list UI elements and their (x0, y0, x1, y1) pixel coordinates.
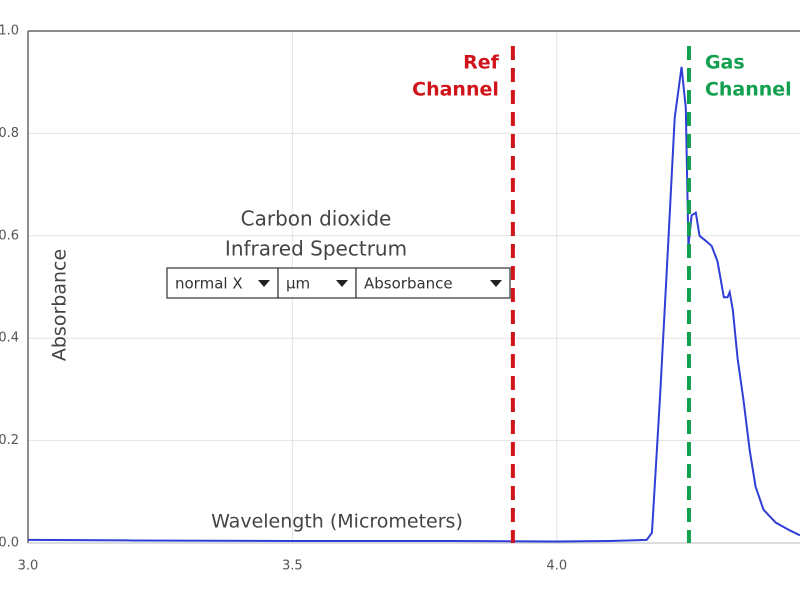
dropdown-label[interactable]: Absorbance (364, 275, 453, 293)
spectrum-line (28, 66, 800, 543)
y-tick-label: 0.4 (0, 331, 19, 346)
series-layer (28, 66, 800, 543)
y-tick-label: 0.6 (0, 228, 19, 243)
grid: 1.0 0.8 0.6 0.4 0.2 0.0 3.0 3.5 4.0 (0, 24, 800, 574)
channel-label: Channel (705, 79, 792, 101)
x-axis-label: Wavelength (Micrometers) (211, 511, 463, 533)
dropdown-label[interactable]: normal X (175, 275, 243, 293)
dropdown-arrow[interactable] (258, 280, 270, 287)
x-tick-label: 3.0 (18, 559, 39, 574)
y-tick-label: 1.0 (0, 24, 19, 39)
y-tick-label: 0.2 (0, 433, 19, 448)
channel-label: Gas (705, 52, 745, 74)
channel-label: Ref (463, 52, 500, 74)
x-tick-label: 3.5 (282, 559, 303, 574)
chart-title: Infrared Spectrum (225, 237, 407, 261)
chart-title: Carbon dioxide (241, 207, 392, 231)
dropdown-box[interactable] (355, 267, 511, 299)
y-tick-label: 0.0 (0, 536, 19, 551)
y-axis-label: Absorbance (49, 249, 71, 361)
dropdown-arrow[interactable] (490, 280, 502, 287)
channel-label: Channel (412, 79, 499, 101)
y-tick-label: 0.8 (0, 126, 19, 141)
dropdown[interactable]: normal X (166, 267, 279, 299)
dropdown[interactable]: Absorbance (355, 267, 511, 299)
overlay: Ref Channel Gas Channel Carbon dioxide Infrar… (49, 46, 792, 543)
dropdown-label[interactable]: µm (286, 275, 310, 293)
x-tick-label: 4.0 (546, 559, 567, 574)
dropdown[interactable]: µm (277, 267, 357, 299)
dropdown-arrow[interactable] (336, 280, 348, 287)
dropdown-box[interactable] (166, 267, 279, 299)
